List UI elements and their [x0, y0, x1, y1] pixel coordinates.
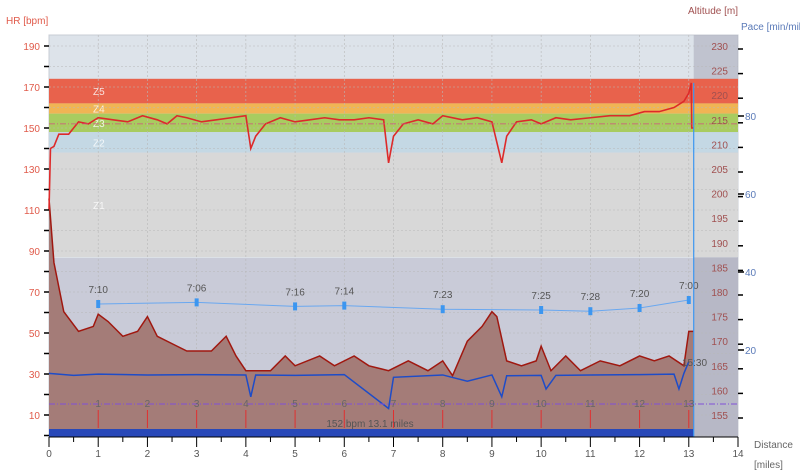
altitude-tick-label: 225 — [711, 67, 728, 78]
hr-zone-z2 — [49, 132, 738, 153]
altitude-tick-label: 180 — [711, 288, 728, 299]
split-label: 7:16 — [285, 287, 305, 298]
hr-tick-label: 150 — [23, 124, 40, 135]
altitude-tick-label: 175 — [711, 313, 728, 324]
mile-marker-label: 5 — [292, 399, 298, 410]
summary-label: 152 bpm 13.1 miles — [326, 419, 413, 430]
split-marker — [440, 305, 445, 314]
altitude-area — [49, 198, 694, 437]
x-tick-label: 13 — [683, 449, 695, 460]
split-marker — [293, 302, 298, 311]
x-tick-label: 3 — [194, 449, 200, 460]
split-marker — [539, 306, 544, 314]
altitude-tick-label: 170 — [711, 337, 728, 348]
mile-marker-label: 10 — [536, 399, 548, 410]
mile-marker-label: 2 — [145, 399, 151, 410]
x-tick-label: 1 — [95, 449, 101, 460]
altitude-axis-label: Altitude [m] — [688, 6, 738, 17]
split-marker — [342, 301, 347, 310]
x-tick-label: 11 — [585, 449, 596, 460]
pace-tick-label: 40 — [745, 268, 757, 279]
pace-tick-label: 60 — [745, 190, 757, 201]
hr-axis-label: HR [bpm] — [6, 16, 48, 27]
hr-tick-label: 190 — [23, 42, 40, 53]
mile-marker-label: 8 — [440, 399, 446, 410]
pace-line — [48, 361, 690, 410]
lap-bar — [49, 429, 694, 437]
hr-zone-label: Z2 — [93, 138, 105, 149]
mile-marker-label: 12 — [634, 399, 646, 410]
distance-axis-label: Distance — [754, 440, 793, 451]
mile-marker-label: 3 — [194, 399, 200, 410]
pace-axis-label: Pace [min/mile] — [741, 22, 800, 33]
hr-tick-label: 170 — [23, 83, 40, 94]
altitude-tick-label: 200 — [711, 190, 728, 201]
altitude-tick-label: 205 — [711, 165, 728, 176]
split-marker — [637, 304, 642, 312]
hr-line — [48, 82, 694, 211]
altitude-line — [48, 198, 694, 378]
split-label: 7:10 — [88, 285, 108, 296]
altitude-tick-label: 220 — [711, 91, 728, 102]
altitude-tick-label: 210 — [711, 140, 728, 151]
altitude-tick-label: 160 — [711, 386, 728, 397]
hr-tick-label: 130 — [23, 165, 40, 176]
x-tick-label: 6 — [342, 449, 348, 460]
hr-zone-z3 — [49, 113, 738, 133]
altitude-tick-label: 230 — [711, 42, 728, 53]
split-label: 7:23 — [433, 290, 453, 301]
hr-zone-label: Z1 — [93, 201, 105, 212]
split-marker — [96, 300, 101, 308]
x-tick-label: 2 — [145, 449, 151, 460]
end-time-label: 15:30 — [682, 358, 707, 369]
split-marker — [686, 296, 691, 304]
split-label: 7:00 — [679, 281, 699, 292]
x-tick-label: 7 — [391, 449, 397, 460]
mile-marker-label: 4 — [243, 399, 249, 410]
split-label: 7:28 — [581, 292, 601, 303]
altitude-tick-label: 215 — [711, 116, 728, 127]
x-tick-label: 9 — [489, 449, 495, 460]
split-label: 7:25 — [531, 291, 551, 302]
split-label: 7:20 — [630, 289, 650, 300]
x-tick-label: 12 — [634, 449, 646, 460]
x-tick-label: 8 — [440, 449, 446, 460]
x-tick-label: 0 — [46, 449, 52, 460]
hr-zone-label: Z4 — [93, 105, 105, 116]
hr-zone-label: Z5 — [93, 87, 105, 98]
mile-marker-label: 13 — [683, 399, 695, 410]
mile-marker-label: 7 — [391, 399, 397, 410]
hr-tick-label: 70 — [29, 288, 41, 299]
altitude-tick-label: 190 — [711, 239, 728, 250]
x-tick-label: 10 — [536, 449, 548, 460]
hr-tick-label: 50 — [29, 329, 41, 340]
mile-marker-label: 9 — [489, 399, 495, 410]
distance-unit-label: [miles] — [754, 460, 783, 471]
x-tick-label: 5 — [292, 449, 298, 460]
pace-tick-label: 80 — [745, 112, 757, 123]
mile-marker-label: 1 — [95, 399, 101, 410]
hr-tick-label: 10 — [29, 411, 41, 422]
x-tick-label: 4 — [243, 449, 249, 460]
split-label: 7:14 — [335, 287, 355, 298]
altitude-tick-label: 185 — [711, 263, 728, 274]
mile-marker-label: 6 — [342, 399, 348, 410]
split-label: 7:06 — [187, 283, 207, 294]
hr-tick-label: 90 — [29, 247, 41, 258]
x-tick-label: 14 — [732, 449, 744, 460]
hr-tick-label: 110 — [24, 206, 40, 217]
split-marker — [588, 307, 593, 316]
hr-tick-label: 30 — [29, 370, 41, 381]
altitude-tick-label: 165 — [711, 362, 728, 373]
altitude-tick-label: 195 — [711, 214, 728, 225]
pace-tick-label: 20 — [745, 346, 757, 357]
mile-marker-label: 11 — [585, 399, 596, 410]
altitude-tick-label: 155 — [711, 411, 728, 422]
split-marker — [194, 298, 199, 307]
hr-zone-label: Z3 — [93, 119, 105, 130]
